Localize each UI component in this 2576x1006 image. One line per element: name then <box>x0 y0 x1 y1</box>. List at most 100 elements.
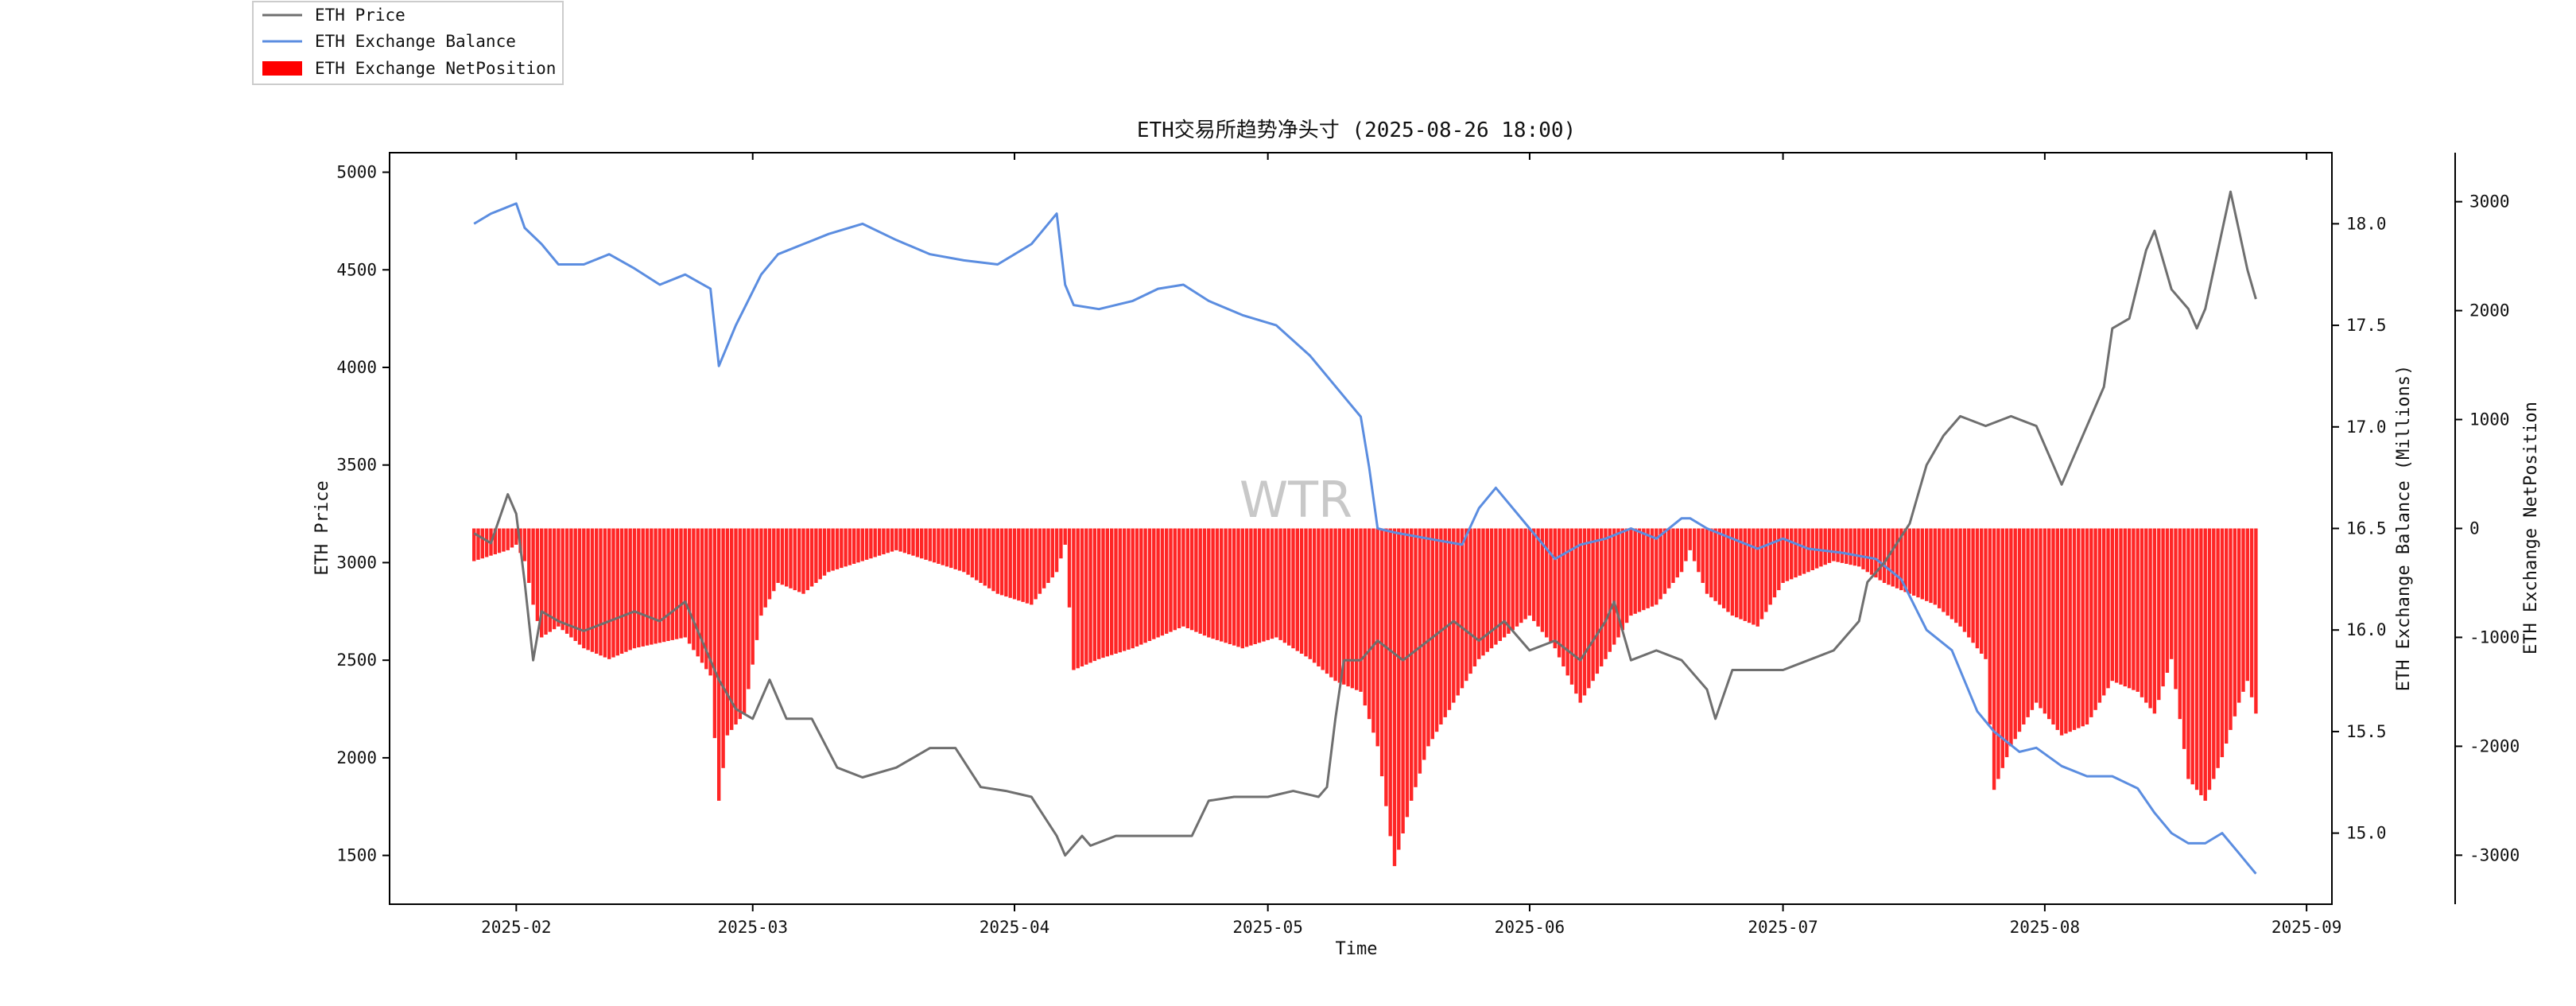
netposition-bar <box>1679 528 1684 573</box>
netposition-bar <box>2009 528 2013 747</box>
netposition-bar <box>2127 528 2132 689</box>
netposition-bar <box>2186 528 2190 779</box>
netposition-bar <box>1735 528 1739 618</box>
legend: ETH Price ETH Exchange Balance ETH Excha… <box>252 1 564 85</box>
netposition-bar <box>1392 528 1397 867</box>
x-tick-label: 2025-09 <box>2271 918 2342 937</box>
netposition-bar <box>738 528 742 720</box>
netposition-bar <box>476 528 480 560</box>
netposition-bar <box>957 528 962 571</box>
netposition-bar <box>793 528 797 591</box>
x-tick-label: 2025-02 <box>481 918 552 937</box>
netposition-bar <box>1916 528 1920 598</box>
netposition-bar <box>1274 528 1278 638</box>
netposition-bar <box>569 528 573 638</box>
netposition-bar <box>1562 528 1565 666</box>
netposition-bar <box>725 528 730 736</box>
netposition-bar <box>1220 528 1224 642</box>
netposition-bar <box>949 528 953 569</box>
netposition-bar <box>658 528 662 643</box>
netposition-bar <box>1650 528 1655 607</box>
netposition-bar <box>1895 528 1899 588</box>
netposition-bar <box>1012 528 1017 600</box>
netposition-bar <box>2190 528 2194 785</box>
netposition-tick-label: 1000 <box>2469 410 2510 429</box>
netposition-bar <box>759 528 763 616</box>
netposition-bar <box>979 528 983 583</box>
netposition-bar <box>1038 528 1042 594</box>
netposition-bar <box>1388 528 1392 837</box>
netposition-bar <box>2093 528 2097 710</box>
netposition-bar <box>840 528 844 569</box>
netposition-bar <box>1329 528 1333 678</box>
netposition-bar <box>2203 528 2207 801</box>
netposition-bar <box>945 528 949 567</box>
netposition-bar <box>1857 528 1861 567</box>
netposition-bar <box>1882 528 1887 583</box>
netposition-tick-label: 0 <box>2469 519 2480 538</box>
netposition-bar <box>1759 528 1764 620</box>
netposition-bar <box>1671 528 1675 583</box>
netposition-bar <box>590 528 595 652</box>
netposition-bar <box>1519 528 1523 623</box>
netposition-bar <box>856 528 860 563</box>
netposition-bar <box>1337 528 1342 683</box>
balance-axis-label: ETH Exchange Balance (Millions) <box>2394 365 2414 692</box>
netposition-bar <box>915 528 920 557</box>
netposition-bar <box>1975 528 1980 649</box>
netposition-bar <box>2237 528 2241 703</box>
netposition-bar <box>772 528 776 592</box>
netposition-bar <box>789 528 793 588</box>
netposition-bar <box>1655 528 1658 605</box>
netposition-bar <box>1962 528 1967 632</box>
netposition-bar <box>687 528 692 644</box>
legend-item-price: ETH Price <box>315 6 405 25</box>
legend-frame <box>252 1 564 85</box>
netposition-bar <box>2089 528 2093 717</box>
netposition-bar <box>1346 528 1350 687</box>
netposition-bar <box>540 528 544 638</box>
price-tick-label: 2500 <box>336 651 377 670</box>
netposition-bar <box>2152 528 2157 714</box>
netposition-bar <box>1139 528 1143 645</box>
netposition-bar <box>632 528 637 649</box>
netposition-bar <box>619 528 624 654</box>
netposition-bar <box>1946 528 1949 616</box>
netposition-bar <box>564 528 569 634</box>
netposition-bar <box>1325 528 1329 674</box>
netposition-bar <box>797 528 801 592</box>
netposition-bar <box>721 528 725 768</box>
netposition-bar <box>953 528 957 569</box>
netposition-bar <box>1903 528 1907 592</box>
netposition-bar <box>1595 528 1600 674</box>
netposition-bar <box>1025 528 1030 604</box>
netposition-bar <box>844 528 848 567</box>
netposition-bar <box>1709 528 1713 598</box>
netposition-bar <box>1967 528 1971 638</box>
x-tick-label: 2025-03 <box>717 918 788 937</box>
netposition-bar <box>814 528 818 583</box>
netposition-bar <box>2068 528 2072 732</box>
netposition-bar <box>1224 528 1228 643</box>
netposition-bar <box>1819 528 1823 567</box>
netposition-bar <box>1257 528 1262 643</box>
balance-line <box>473 202 2257 875</box>
netposition-bar <box>1798 528 1802 576</box>
netposition-bar <box>1633 528 1637 614</box>
netposition-bar <box>1502 528 1507 638</box>
netposition-bar <box>1152 528 1156 639</box>
netposition-bar <box>1624 528 1629 623</box>
netposition-bar <box>1076 528 1080 669</box>
netposition-bar <box>535 528 540 621</box>
netposition-bar <box>1912 528 1916 596</box>
netposition-bar <box>615 528 619 656</box>
netposition-bar <box>1414 528 1418 787</box>
netposition-bar <box>1604 528 1608 659</box>
netposition-bar <box>1980 528 1984 654</box>
netposition-bar <box>1608 528 1612 652</box>
netposition-bar <box>1600 528 1604 666</box>
netposition-bar <box>502 528 506 552</box>
netposition-bar <box>1030 528 1034 605</box>
